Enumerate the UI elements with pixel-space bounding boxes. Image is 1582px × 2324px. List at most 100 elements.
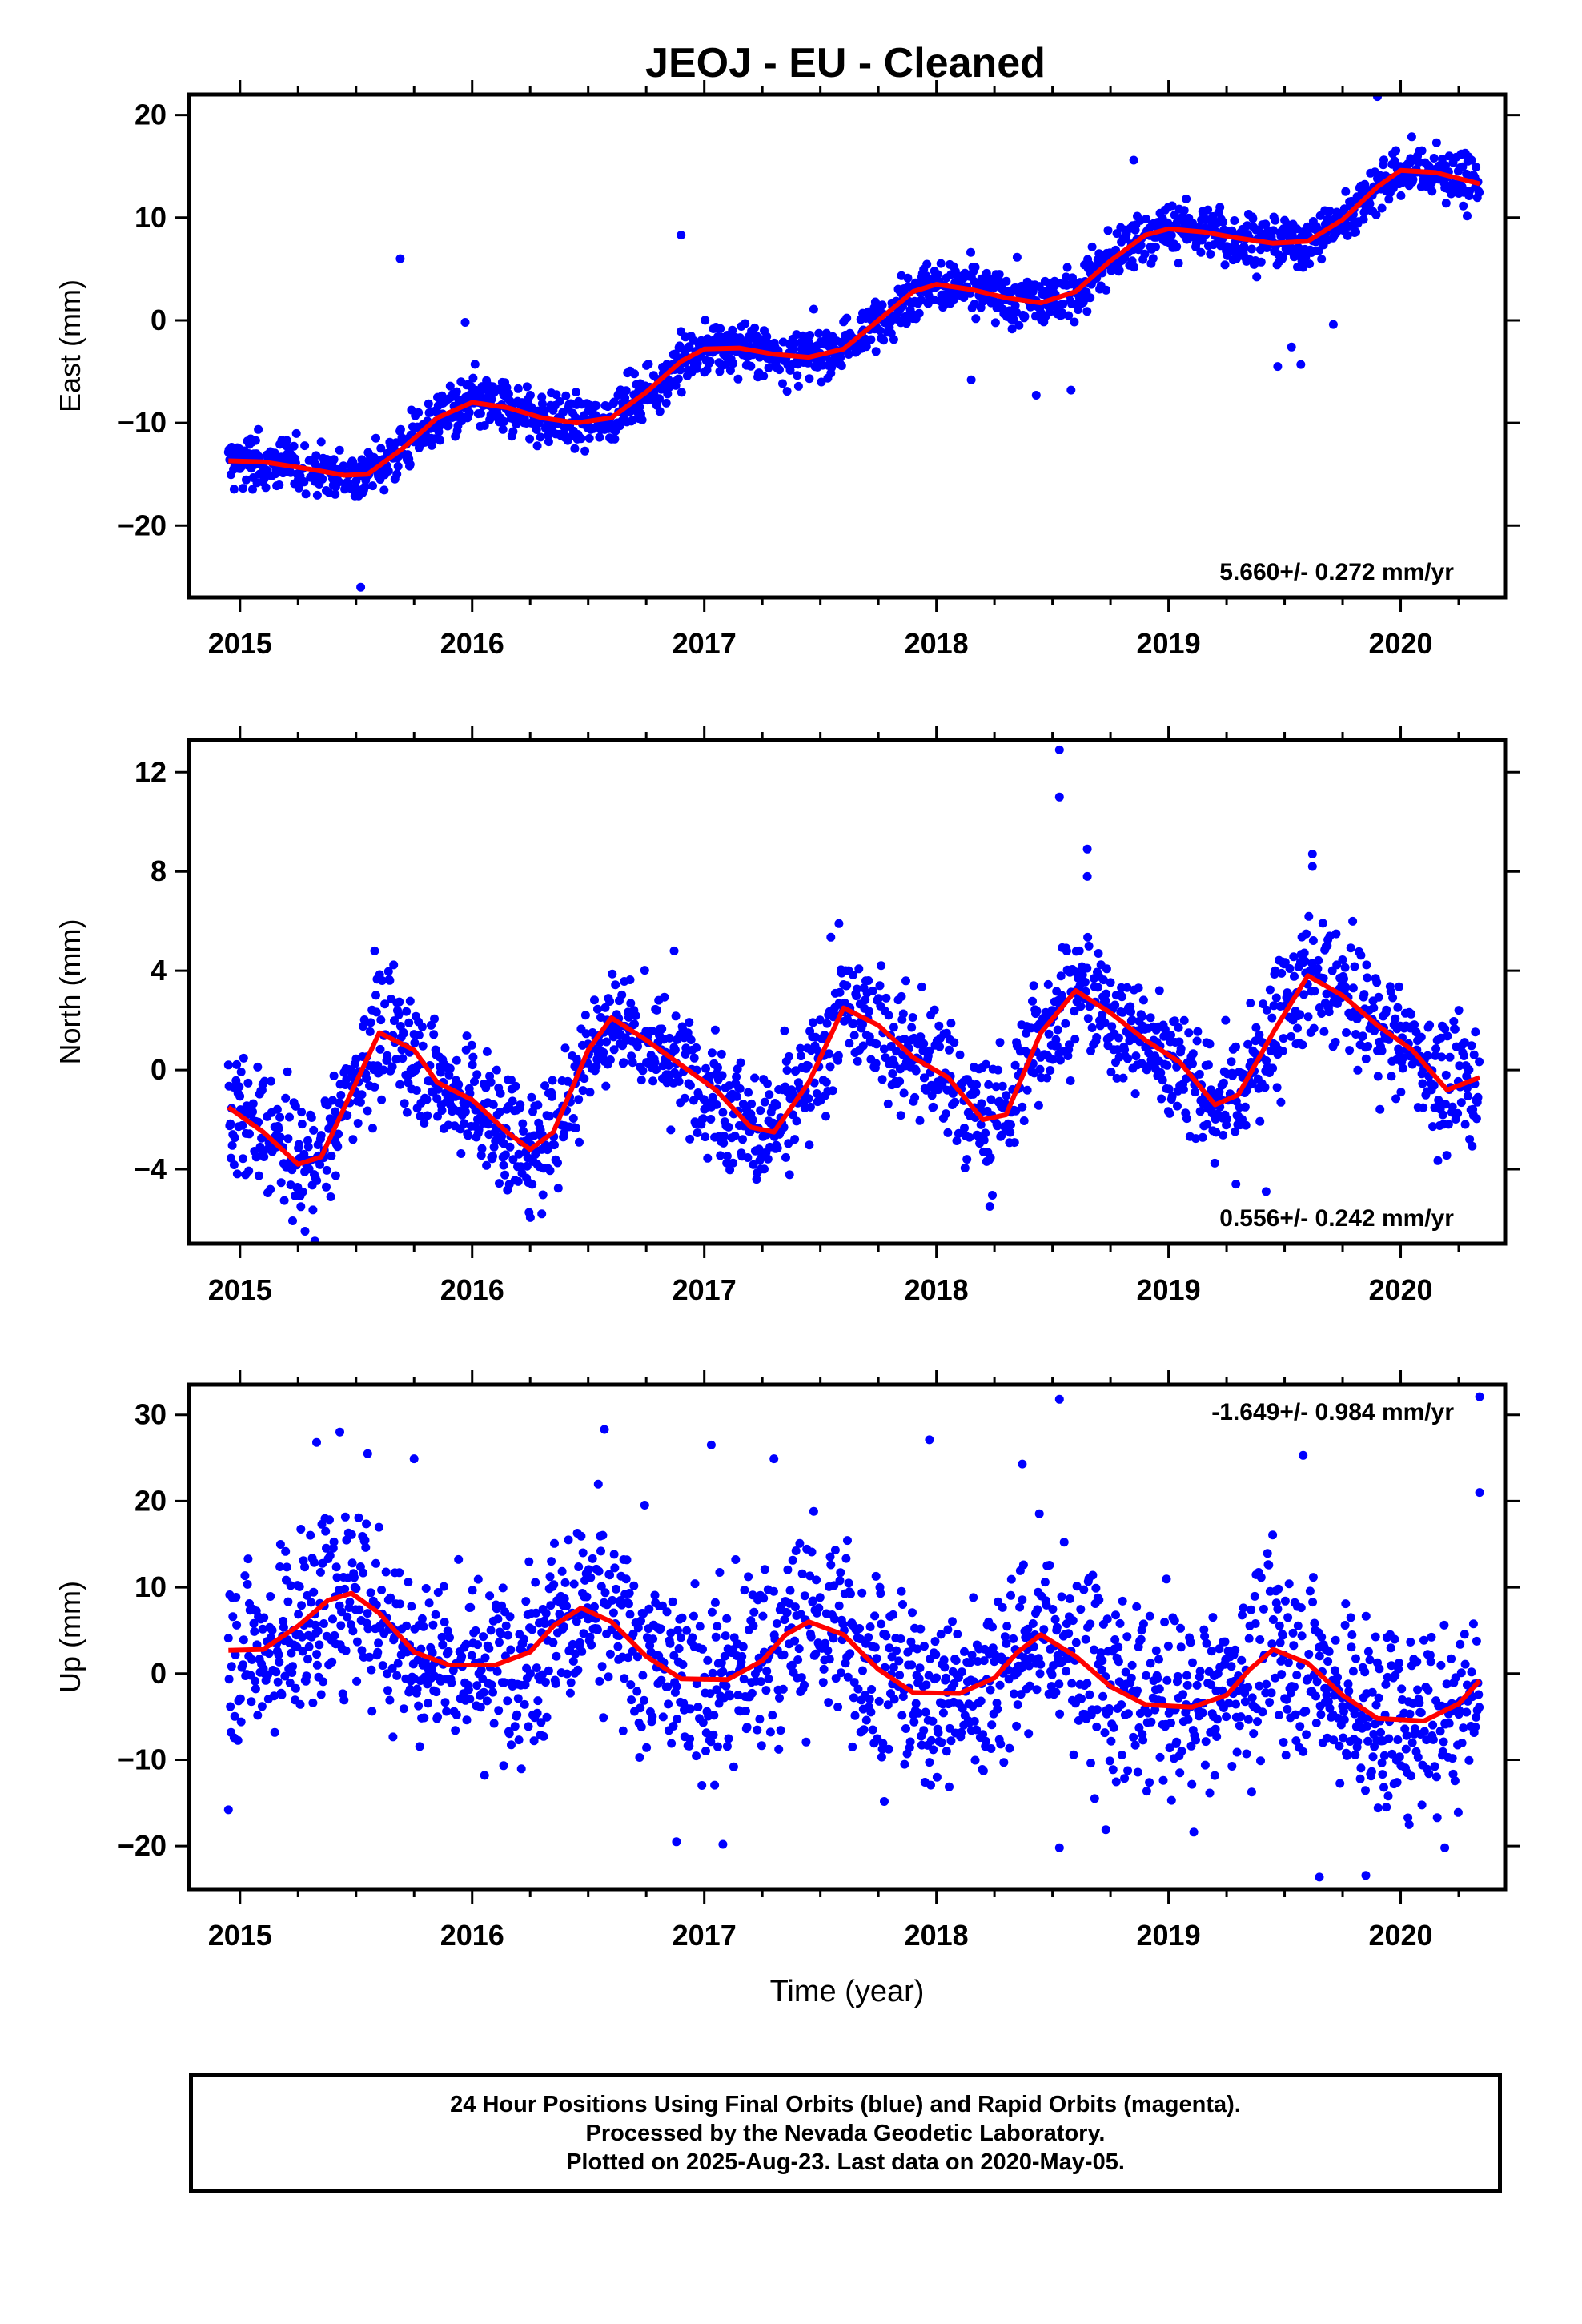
- data-point: [1074, 1715, 1083, 1725]
- data-point: [662, 1607, 672, 1617]
- data-point: [1127, 1660, 1137, 1670]
- data-point: [1005, 1743, 1014, 1753]
- data-point: [970, 300, 979, 309]
- data-point: [710, 1025, 720, 1035]
- data-point: [500, 1170, 510, 1180]
- data-point: [503, 1696, 512, 1706]
- data-point: [1374, 992, 1383, 1002]
- data-point: [251, 1676, 260, 1686]
- data-point: [506, 1645, 516, 1655]
- data-point: [701, 1132, 710, 1142]
- data-point: [677, 1613, 687, 1622]
- data-point: [1188, 1658, 1197, 1667]
- data-point: [650, 1058, 660, 1068]
- data-point: [1417, 146, 1427, 155]
- data-point: [1317, 1009, 1327, 1018]
- data-point: [830, 1614, 840, 1624]
- data-point: [383, 1051, 392, 1060]
- data-point: [999, 1758, 1009, 1767]
- data-point: [417, 1022, 427, 1031]
- data-point: [542, 1712, 552, 1722]
- data-point: [1098, 1010, 1107, 1019]
- data-point: [528, 1625, 537, 1634]
- data-point: [993, 1704, 1002, 1714]
- data-point: [836, 352, 845, 362]
- data-point: [942, 1109, 950, 1119]
- data-point: [618, 1726, 628, 1735]
- data-point: [300, 1562, 310, 1572]
- data-point: [867, 1685, 877, 1694]
- data-point: [650, 1590, 660, 1600]
- data-point: [311, 451, 321, 460]
- data-point: [896, 1634, 905, 1643]
- data-point: [1134, 983, 1143, 993]
- data-point: [605, 1570, 615, 1580]
- data-point: [738, 1642, 748, 1651]
- data-point: [577, 1647, 587, 1656]
- data-point: [253, 1062, 263, 1072]
- data-point: [235, 1082, 244, 1092]
- data-point: [842, 313, 852, 323]
- data-point: [457, 1651, 467, 1661]
- data-point: [1396, 1088, 1406, 1097]
- data-point: [1006, 1574, 1016, 1584]
- plot-area: [223, 94, 1484, 592]
- data-point: [585, 1632, 595, 1642]
- data-point: [485, 1591, 495, 1601]
- x-tick-label: 2019: [1137, 627, 1201, 660]
- data-point: [239, 1660, 247, 1670]
- data-point: [1078, 970, 1087, 979]
- data-point: [636, 1723, 646, 1731]
- data-point: [315, 1160, 325, 1169]
- data-point: [251, 1152, 261, 1162]
- data-point: [1429, 1080, 1439, 1090]
- data-point: [261, 483, 271, 493]
- data-point: [1371, 210, 1381, 219]
- data-point: [282, 1562, 291, 1572]
- data-point: [858, 1666, 867, 1675]
- data-point: [668, 1597, 677, 1606]
- data-point: [884, 1744, 893, 1754]
- data-point: [572, 1617, 581, 1626]
- x-tick-label: 2020: [1368, 627, 1432, 660]
- data-point: [705, 356, 715, 366]
- data-point: [1182, 194, 1191, 203]
- data-point: [319, 1619, 328, 1628]
- data-point: [1356, 951, 1366, 960]
- data-point: [516, 1162, 525, 1172]
- data-point: [724, 1122, 733, 1132]
- outlier-point: [669, 946, 679, 955]
- data-point: [889, 1695, 899, 1704]
- data-point: [1317, 255, 1327, 264]
- data-point: [722, 1158, 732, 1168]
- data-point: [377, 1586, 387, 1594]
- data-point: [1338, 955, 1347, 964]
- data-point: [845, 1039, 854, 1048]
- data-point: [881, 1053, 890, 1063]
- data-point: [504, 1729, 514, 1739]
- data-point: [1410, 1020, 1419, 1030]
- data-point: [984, 1080, 994, 1089]
- data-point: [624, 1599, 633, 1609]
- data-point: [977, 1099, 986, 1108]
- data-point: [993, 1121, 1002, 1131]
- data-point: [706, 1737, 716, 1747]
- data-point: [692, 1751, 701, 1761]
- data-point: [970, 263, 980, 272]
- data-point: [806, 1632, 816, 1642]
- data-point: [547, 1092, 556, 1101]
- data-point: [677, 1633, 685, 1642]
- data-point: [1166, 1719, 1175, 1727]
- data-point: [432, 1094, 442, 1104]
- data-point: [514, 1735, 524, 1745]
- rate-annotation: 0.556+/- 0.242 mm/yr: [1219, 1205, 1454, 1232]
- data-point: [762, 332, 772, 341]
- data-point: [297, 1601, 307, 1610]
- data-point: [948, 1617, 957, 1626]
- data-point: [973, 1657, 982, 1666]
- data-point: [1231, 1042, 1240, 1051]
- data-point: [1467, 1041, 1476, 1051]
- data-point: [580, 1074, 589, 1084]
- data-point: [466, 1602, 476, 1612]
